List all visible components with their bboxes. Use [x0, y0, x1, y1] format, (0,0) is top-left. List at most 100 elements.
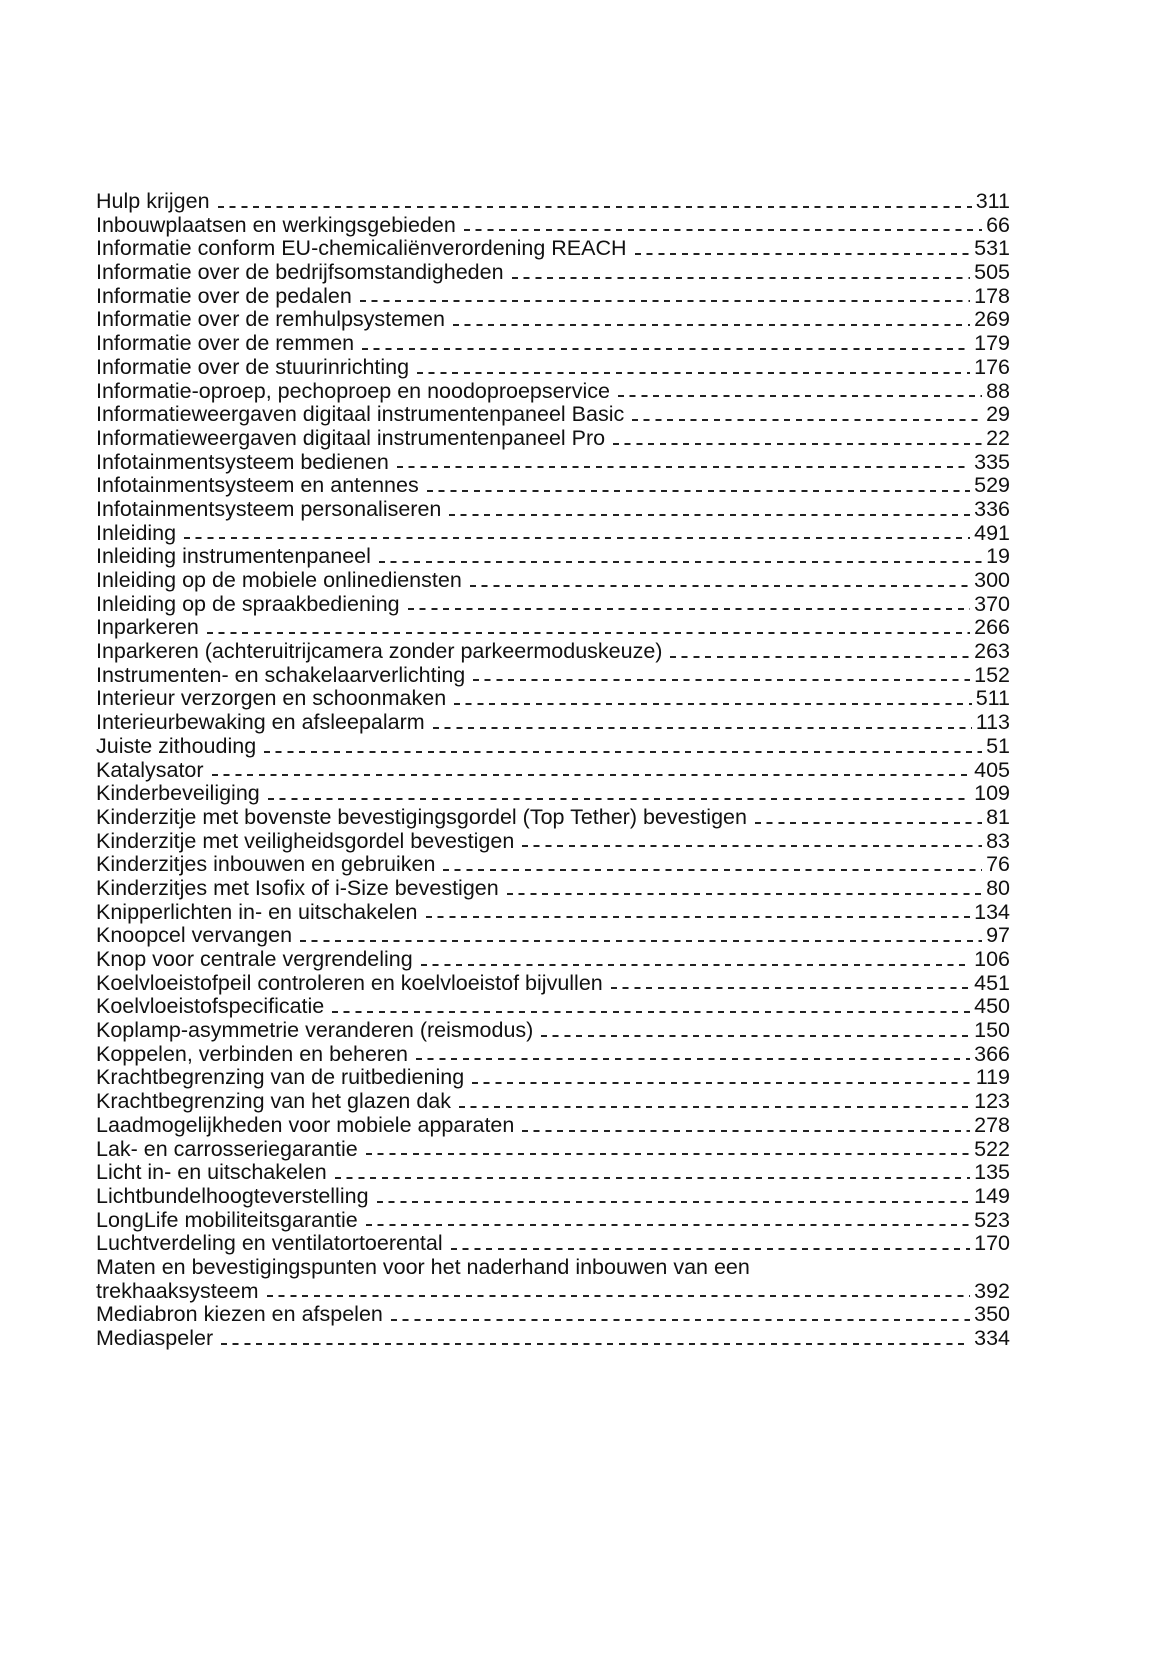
index-entry: Infotainmentsysteem bedienen 335: [96, 449, 1010, 475]
dot-leader: [632, 418, 983, 421]
dot-leader: [473, 679, 971, 682]
entry-page-number: 179: [974, 331, 1010, 356]
index-entry: Luchtverdeling en ventilatortoerental 170: [96, 1232, 1010, 1256]
index-entry: Informatie over de pedalen 178: [96, 284, 1010, 309]
entry-page-number: 392: [974, 1278, 1010, 1303]
entry-title-continued: trekhaaksysteem: [96, 1278, 259, 1303]
index-entry: Kinderzitjes met Isofix of i-Size bevest…: [96, 876, 1010, 901]
index-entry: Laadmogelijkheden voor mobiele apparaten…: [96, 1113, 1010, 1138]
index-entry: Katalysator 405: [96, 757, 1010, 783]
index-entry: Inleiding op de mobiele onlinediensten 30…: [96, 568, 1010, 593]
entry-title: Interieurbewaking en afsleepalarm: [96, 710, 425, 735]
dot-leader: [378, 561, 983, 563]
entry-page-number: 88: [986, 378, 1010, 403]
entry-title: Inleiding: [96, 520, 177, 545]
dot-leader: [610, 987, 971, 990]
entry-page-number: 176: [974, 354, 1010, 379]
dot-leader: [472, 1082, 972, 1085]
dot-leader: [264, 750, 983, 753]
entry-title: Kinderzitje met bovenste bevestigingsgor…: [96, 804, 747, 829]
index-entry: Informatie over de remhulpsystemen 269: [96, 308, 1010, 332]
index-entry: Kinderzitje met bovenste bevestigingsgor…: [96, 804, 1010, 830]
entry-title: Lichtbundelhoogteverstelling: [96, 1183, 369, 1208]
dot-leader: [417, 371, 971, 374]
index-entry: Interieur verzorgen en schoonmaken 511: [96, 687, 1010, 711]
index-entry: Inbouwplaatsen en werkingsgebieden 66: [96, 212, 1010, 238]
dot-leader: [365, 1224, 971, 1227]
entry-page-number: 123: [974, 1089, 1010, 1114]
entry-title: Inbouwplaatsen en werkingsgebieden: [96, 212, 456, 237]
entry-page-number: 51: [986, 733, 1010, 758]
entry-title: Maten en bevestigingspunten voor het nad…: [96, 1254, 750, 1279]
index-entry: Knipperlichten in- en uitschakelen 134: [96, 899, 1010, 925]
index-entry: Juiste zithouding 51: [96, 733, 1010, 759]
entry-title: Infotainmentsysteem personaliseren: [96, 496, 442, 521]
index-entry: Lichtbundelhoogteverstelling 149: [96, 1183, 1010, 1209]
index-entry: Koppelen, verbinden en beheren 366: [96, 1042, 1010, 1067]
dot-leader: [300, 940, 983, 942]
entry-title: Kinderbeveiliging: [96, 781, 260, 806]
entry-title: Inleiding op de mobiele onlinediensten: [96, 568, 462, 592]
dot-leader: [670, 655, 971, 658]
index-entry: Inleiding instrumentenpaneel 19: [96, 545, 1010, 569]
entry-page-number: 66: [986, 212, 1010, 237]
entry-page-number: 450: [974, 994, 1010, 1019]
entry-title: Kinderzitje met veiligheidsgordel bevest…: [96, 828, 515, 853]
index-entry: Informatieweergaven digitaal instrumente…: [96, 426, 1010, 451]
dot-leader: [469, 584, 971, 587]
entry-title: Inparkeren (achteruitrijcamera zonder pa…: [96, 639, 663, 664]
entry-title: Koelvloeistofpeil controleren en koelvlo…: [96, 970, 603, 995]
entry-page-number: 149: [974, 1183, 1010, 1208]
dot-leader: [452, 324, 971, 327]
dot-leader: [365, 1153, 971, 1156]
entry-page-number: 152: [974, 662, 1010, 687]
index-entry: Informatie over de remmen 179: [96, 331, 1010, 356]
dot-leader: [221, 1342, 971, 1345]
dot-leader: [506, 892, 983, 895]
index-entry: trekhaaksysteem 392: [96, 1278, 1010, 1304]
index-entry: Inparkeren 266: [96, 616, 1010, 640]
entry-title: Inleiding instrumentenpaneel: [96, 544, 371, 569]
index-entry-line: Maten en bevestigingspunten voor het nad…: [96, 1254, 1010, 1280]
entry-title: Informatie over de remmen: [96, 331, 355, 356]
index-entry: Koplamp-asymmetrie veranderen (reismodus…: [96, 1018, 1010, 1043]
dot-leader: [217, 205, 972, 208]
index-entry: Inleiding 491: [96, 520, 1010, 546]
entry-page-number: 109: [974, 781, 1010, 806]
entry-title: Infotainmentsysteem bedienen: [96, 449, 389, 474]
entry-title: Informatie over de stuurinrichting: [96, 354, 410, 379]
dot-leader: [463, 229, 983, 232]
dot-leader: [426, 489, 971, 492]
dot-leader: [541, 1034, 971, 1037]
entry-title: Knop voor centrale vergrendeling: [96, 947, 413, 971]
index-entry: Kinderbeveiliging 109: [96, 781, 1010, 806]
dot-leader: [449, 513, 971, 516]
entry-title: Kinderzitjes inbouwen en gebruiken: [96, 852, 436, 877]
dot-leader: [407, 608, 971, 611]
entry-title: Katalysator: [96, 757, 204, 782]
entry-title: Knipperlichten in- en uitschakelen: [96, 899, 418, 924]
entry-page-number: 451: [974, 970, 1010, 995]
index-entry: Kinderzitjes inbouwen en gebruiken 76: [96, 853, 1010, 877]
index-entry: Inleiding op de spraakbediening 370: [96, 592, 1010, 617]
entry-page-number: 350: [974, 1302, 1010, 1327]
dot-leader: [376, 1200, 971, 1203]
dot-leader: [362, 347, 971, 350]
entry-page-number: 266: [974, 615, 1010, 640]
index-entry: Krachtbegrenzing van de ruitbediening 119: [96, 1066, 1010, 1090]
entry-page-number: 505: [974, 260, 1010, 285]
entry-page-number: 19: [986, 544, 1010, 569]
dot-leader: [390, 1319, 971, 1321]
dot-leader: [332, 1011, 971, 1014]
index-entry: Koelvloeistofpeil controleren en koelvlo…: [96, 970, 1010, 996]
entry-title: Inparkeren: [96, 615, 199, 640]
entry-page-number: 523: [974, 1207, 1010, 1232]
entry-page-number: 531: [974, 236, 1010, 261]
entry-page-number: 336: [974, 496, 1010, 521]
index-entry: Infotainmentsysteem personaliseren 336: [96, 496, 1010, 522]
index-entry: Koelvloeistofspecificatie 450: [96, 995, 1010, 1019]
entry-title: Mediaspeler: [96, 1326, 214, 1350]
entry-page-number: 335: [974, 449, 1010, 474]
index-entry: Knop voor centrale vergrendeling 106: [96, 947, 1010, 972]
index-entry: Mediaspeler 334: [96, 1326, 1010, 1351]
